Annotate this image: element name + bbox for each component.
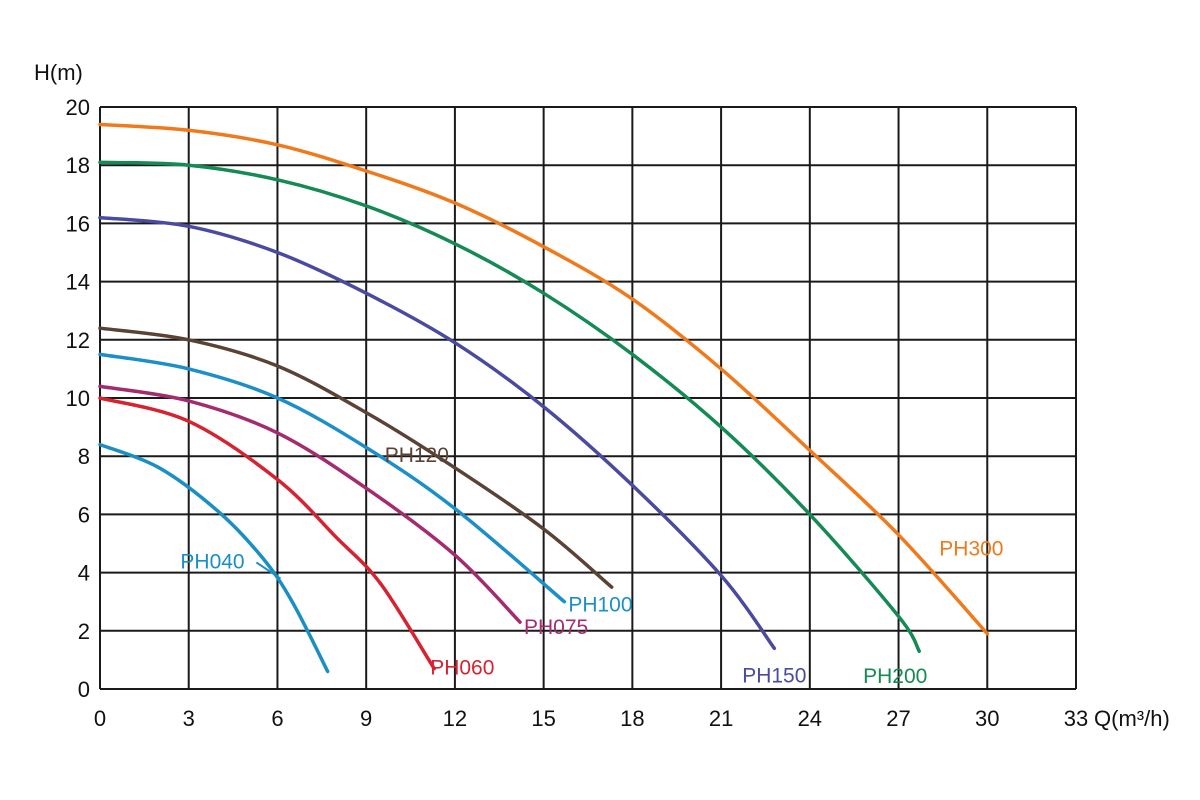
grid xyxy=(99,106,1077,690)
series-label-ph100: PH100 xyxy=(568,594,632,617)
y-tick-label: 0 xyxy=(78,677,90,702)
series-line-ph200 xyxy=(98,160,921,653)
x-tick-label: 21 xyxy=(709,706,733,731)
x-tick-label: 18 xyxy=(620,706,644,731)
x-tick-label: 0 xyxy=(94,706,106,731)
series-line-ph040 xyxy=(98,442,330,674)
y-tick-label: 16 xyxy=(66,211,90,236)
y-tick-label: 20 xyxy=(66,95,90,120)
x-tick-label: 27 xyxy=(886,706,910,731)
series-label-leader xyxy=(255,561,281,580)
series-line-ph100 xyxy=(98,352,567,604)
series-label-ph120: PH120 xyxy=(385,444,449,467)
x-axis-title: Q(m³/h) xyxy=(1094,706,1170,731)
y-tick-labels: 0 2 4 6 8 10 12 14 16 18 20 xyxy=(66,95,90,702)
y-tick-label: 8 xyxy=(78,444,90,469)
series-line-ph300 xyxy=(98,122,990,636)
series-label-ph150: PH150 xyxy=(742,664,806,687)
series-label-ph200: PH200 xyxy=(863,665,927,688)
x-tick-label: 30 xyxy=(975,706,999,731)
series-label-ph075: PH075 xyxy=(524,616,588,639)
x-tick-label: 3 xyxy=(183,706,195,731)
series-label-ph040: PH040 xyxy=(180,550,244,573)
x-tick-label: 15 xyxy=(531,706,555,731)
series-line-ph075 xyxy=(98,384,522,624)
y-tick-label: 4 xyxy=(78,561,90,586)
x-tick-labels: 0 3 6 9 12 15 18 21 24 27 30 33 xyxy=(94,706,1088,731)
series-label-ph300: PH300 xyxy=(939,538,1003,561)
y-tick-label: 10 xyxy=(66,386,90,411)
y-tick-label: 14 xyxy=(66,270,90,295)
y-tick-label: 18 xyxy=(66,153,90,178)
x-tick-label: 12 xyxy=(443,706,467,731)
y-tick-label: 6 xyxy=(78,502,90,527)
series-line-ph150 xyxy=(98,215,777,651)
series-label-ph060: PH060 xyxy=(430,657,494,680)
y-axis-title: H(m) xyxy=(34,60,83,85)
x-tick-label: 24 xyxy=(798,706,822,731)
y-tick-label: 2 xyxy=(78,619,90,644)
y-tick-label: 12 xyxy=(66,328,90,353)
x-tick-label: 6 xyxy=(271,706,283,731)
x-tick-label: 33 xyxy=(1064,706,1088,731)
series-line-ph120 xyxy=(98,326,614,589)
series-lines xyxy=(98,122,990,674)
x-tick-label: 9 xyxy=(360,706,372,731)
series-line-ph060 xyxy=(98,396,436,671)
